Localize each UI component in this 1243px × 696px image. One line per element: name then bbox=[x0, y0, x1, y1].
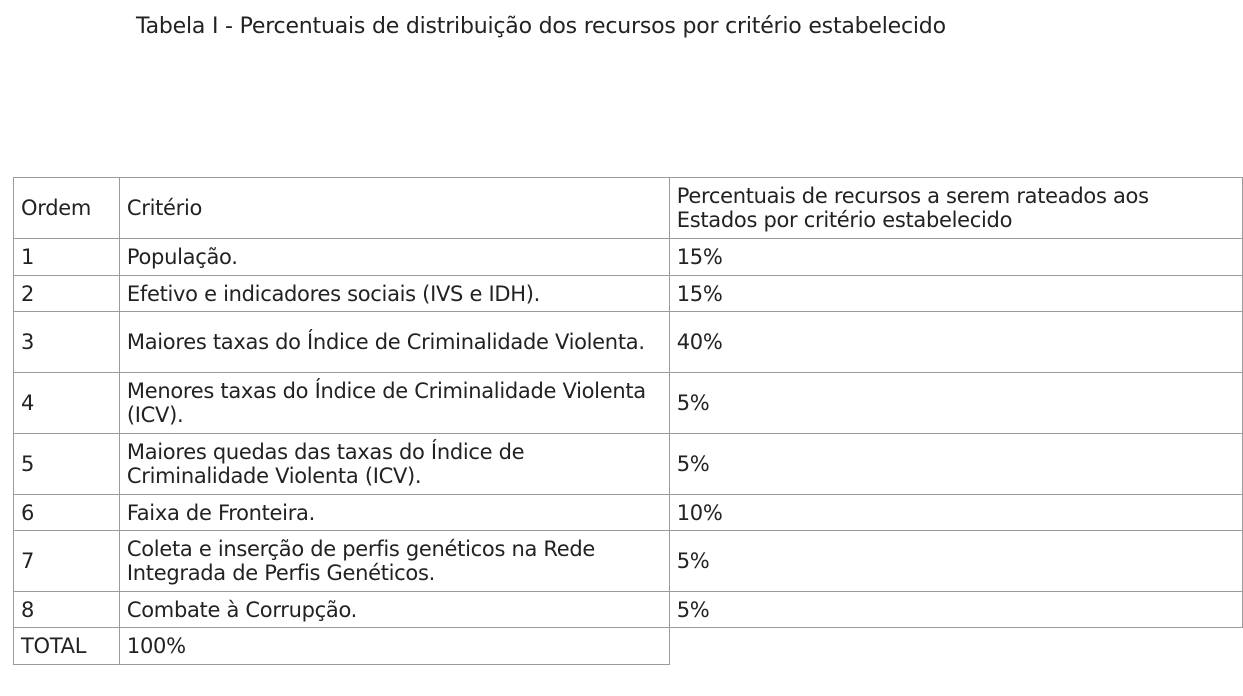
cell-ordem: 7 bbox=[13, 530, 120, 592]
cell-percentual: 15% bbox=[668, 275, 1243, 312]
table-row: 6 Faixa de Fronteira. 10% bbox=[13, 494, 1243, 531]
header-criterio: Critério bbox=[118, 177, 670, 239]
cell-ordem: 6 bbox=[13, 494, 120, 531]
cell-percentual: 5% bbox=[668, 433, 1243, 495]
cell-criterio: Efetivo e indicadores sociais (IVS e IDH… bbox=[118, 275, 670, 312]
cell-criterio: Coleta e inserção de perfis genéticos na… bbox=[118, 530, 670, 592]
cell-ordem: 1 bbox=[13, 238, 120, 276]
cell-criterio: Faixa de Fronteira. bbox=[118, 494, 670, 531]
table-total-row: TOTAL 100% bbox=[13, 627, 1243, 665]
cell-ordem: 4 bbox=[13, 372, 120, 434]
cell-percentual: 5% bbox=[668, 530, 1243, 592]
table-row: 7 Coleta e inserção de perfis genéticos … bbox=[13, 530, 1243, 592]
cell-ordem: 5 bbox=[13, 433, 120, 495]
total-empty-cell bbox=[669, 628, 1242, 665]
table-row: 8 Combate à Corrupção. 5% bbox=[13, 591, 1243, 628]
cell-criterio: Maiores quedas das taxas do Índice de Cr… bbox=[118, 433, 670, 495]
cell-criterio: Combate à Corrupção. bbox=[118, 591, 670, 628]
table-row: 5 Maiores quedas das taxas do Índice de … bbox=[13, 433, 1243, 495]
header-percentual: Percentuais de recursos a serem rateados… bbox=[668, 177, 1243, 239]
total-value: 100% bbox=[118, 627, 670, 665]
table-row: 3 Maiores taxas do Índice de Criminalida… bbox=[13, 311, 1243, 373]
cell-percentual: 40% bbox=[668, 311, 1243, 373]
cell-percentual: 5% bbox=[668, 591, 1243, 628]
cell-criterio: Maiores taxas do Índice de Criminalidade… bbox=[118, 311, 670, 373]
cell-percentual: 5% bbox=[668, 372, 1243, 434]
total-label: TOTAL bbox=[13, 627, 120, 665]
table-row: 4 Menores taxas do Índice de Criminalida… bbox=[13, 372, 1243, 434]
table-row: 1 População. 15% bbox=[13, 238, 1243, 276]
cell-criterio: População. bbox=[118, 238, 670, 276]
cell-criterio: Menores taxas do Índice de Criminalidade… bbox=[118, 372, 670, 434]
cell-percentual: 10% bbox=[668, 494, 1243, 531]
cell-percentual: 15% bbox=[668, 238, 1243, 276]
header-ordem: Ordem bbox=[13, 177, 120, 239]
table-title: Tabela I - Percentuais de distribuição d… bbox=[136, 14, 946, 39]
table-row: 2 Efetivo e indicadores sociais (IVS e I… bbox=[13, 275, 1243, 312]
cell-ordem: 3 bbox=[13, 311, 120, 373]
distribution-table: Ordem Critério Percentuais de recursos a… bbox=[13, 177, 1243, 665]
table-header-row: Ordem Critério Percentuais de recursos a… bbox=[13, 177, 1243, 239]
cell-ordem: 2 bbox=[13, 275, 120, 312]
cell-ordem: 8 bbox=[13, 591, 120, 628]
